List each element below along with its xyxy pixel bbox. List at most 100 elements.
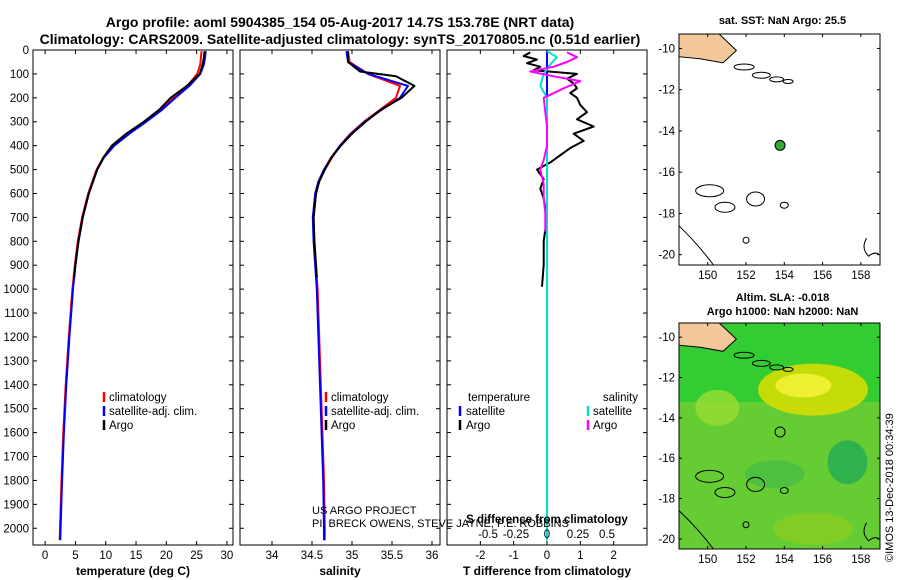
series-line-climatology	[58, 51, 203, 541]
map-x-tick-label: 154	[775, 554, 795, 566]
x-axis-label: temperature (deg C)	[76, 564, 190, 578]
island-outline	[751, 71, 771, 79]
legend-label: satellite	[593, 406, 632, 418]
reef-outline	[695, 469, 725, 483]
reef-outline	[714, 487, 736, 498]
island-outline	[782, 78, 794, 84]
x-tick-label: 1	[577, 550, 583, 562]
reef-outline	[742, 521, 750, 529]
reef-outline-east	[863, 522, 879, 542]
y-tick-label: 1800	[3, 475, 29, 487]
y-tick-label: 1500	[3, 404, 29, 416]
legend-label: Argo	[331, 420, 355, 432]
y-tick-label: 1300	[3, 356, 29, 368]
sla-low-patch	[827, 440, 868, 485]
legend-label: climatology	[109, 392, 167, 404]
series-line-argo	[312, 51, 416, 278]
land-new-guinea	[678, 33, 738, 64]
y-tick-label: 1700	[3, 452, 29, 464]
series-line-temperature-argo	[522, 51, 595, 287]
map-x-tick-label: 158	[851, 270, 870, 282]
sla-high-core	[775, 373, 832, 398]
series-line-salinity-argo	[529, 51, 582, 232]
map-sst	[678, 33, 881, 266]
x-tick-label: 15	[130, 550, 143, 562]
reef-outline	[746, 476, 766, 492]
x-tick-label: 5	[72, 550, 78, 562]
x-tick-label: 25	[190, 550, 203, 562]
map-altimetry	[678, 322, 881, 550]
map-y-tick-label: -12	[658, 85, 675, 97]
map-y-tick-label: -20	[658, 534, 675, 546]
y-tick-label: 1900	[3, 499, 29, 511]
series-line-satellite-adj-clim-	[59, 51, 207, 541]
x-tick-label: 0	[42, 550, 48, 562]
x-tick-label: -2	[475, 550, 485, 562]
sla-low-patch	[744, 460, 805, 489]
top-tick-label: 0.5	[599, 529, 615, 541]
reef-outline	[779, 201, 789, 209]
series-line-argo	[73, 51, 206, 278]
legend-label: Argo	[109, 420, 133, 432]
series-line-satellite-adj-clim-	[311, 51, 409, 541]
y-tick-label: 500	[10, 165, 29, 177]
island-outline	[733, 351, 755, 359]
legend-label: satellite	[466, 406, 505, 418]
legend-label: Argo	[593, 420, 617, 432]
x-tick-label: 36	[426, 550, 439, 562]
map-y-tick-label: -12	[658, 372, 675, 384]
reef-outline-east	[863, 237, 879, 257]
top-axis-label: S difference from climatology	[466, 514, 628, 526]
y-tick-label: 900	[10, 260, 29, 272]
map-x-tick-label: 152	[736, 270, 755, 282]
y-tick-label: 1400	[3, 380, 29, 392]
map-x-tick-label: 158	[851, 554, 870, 566]
x-axis-label: T difference from climatology	[463, 564, 631, 578]
top-tick-label: 0.25	[567, 529, 589, 541]
altimetry-title-line2: Argo h1000: NaN h2000: NaN	[706, 306, 859, 318]
reef-outline	[714, 201, 736, 213]
y-tick-label: 1000	[3, 284, 29, 296]
y-tick-label: 0	[23, 45, 29, 57]
x-tick-label: 0	[544, 550, 550, 562]
map-y-tick-label: -10	[658, 332, 675, 344]
y-tick-label: 700	[10, 212, 29, 224]
argo-float-marker	[774, 426, 786, 438]
x-tick-label: -1	[509, 550, 519, 562]
sla-patch	[695, 389, 740, 426]
y-tick-label: 300	[10, 117, 29, 129]
map-y-tick-label: -20	[658, 250, 675, 262]
map-x-tick-label: 152	[736, 554, 755, 566]
legend-label: Argo	[466, 420, 490, 432]
island-outline	[769, 364, 785, 371]
legend-label: satellite-adj. clim.	[109, 406, 197, 418]
legend-label: climatology	[331, 392, 389, 404]
reef-outline	[746, 191, 766, 207]
y-tick-label: 600	[10, 188, 29, 200]
map-frame	[678, 322, 881, 550]
top-tick-label: -0.25	[503, 529, 529, 541]
x-tick-label: 34	[266, 550, 279, 562]
map-y-tick-label: -16	[658, 167, 675, 179]
plot-title-line2: Climatology: CARS2009. Satellite-adjuste…	[39, 31, 641, 47]
y-tick-label: 1100	[4, 308, 29, 320]
coastline-australia	[678, 510, 714, 550]
map-y-tick-label: -18	[658, 208, 675, 220]
map-x-tick-label: 156	[813, 270, 832, 282]
map-x-tick-label: 150	[698, 270, 717, 282]
x-axis-label: salinity	[319, 564, 361, 578]
legend-heading-salinity: salinity	[603, 392, 638, 404]
reef-outline	[742, 236, 750, 244]
map-y-tick-label: -18	[658, 494, 675, 506]
panel-frame-2	[239, 49, 441, 546]
island-outline	[782, 366, 794, 372]
map-y-tick-label: -10	[658, 43, 675, 55]
series-line-climatology	[312, 51, 401, 541]
x-tick-label: 20	[160, 550, 173, 562]
altimetry-title-line1: Altim. SLA: -0.018	[735, 292, 830, 304]
x-tick-label: 10	[99, 550, 112, 562]
x-tick-label: 35	[346, 550, 359, 562]
island-outline	[769, 76, 785, 83]
map-x-tick-label: 154	[775, 270, 795, 282]
